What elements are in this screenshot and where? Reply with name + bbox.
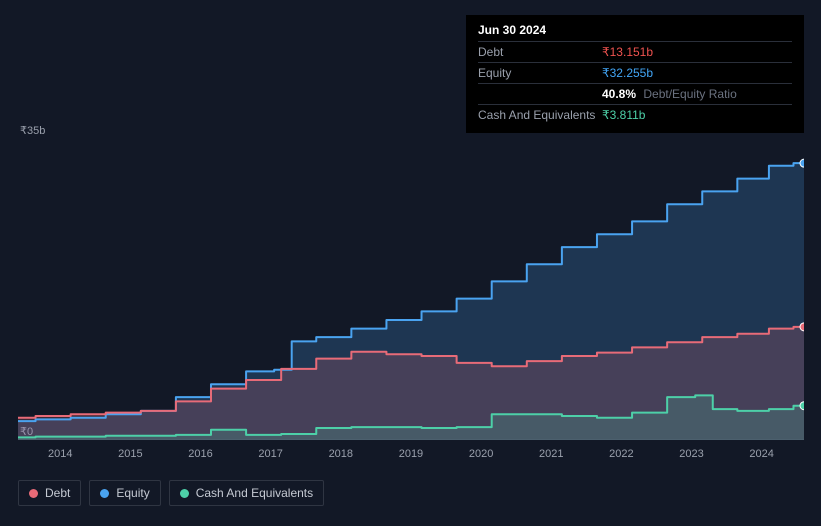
xaxis-tick: 2021	[539, 448, 563, 460]
legend-dot-icon	[100, 489, 109, 498]
tooltip-row-ratio: 40.8% Debt/Equity Ratio	[478, 83, 792, 104]
xaxis-tick: 2018	[329, 448, 353, 460]
legend: Debt Equity Cash And Equivalents	[18, 480, 324, 506]
tooltip-value-cash: ₹3.811b	[602, 108, 645, 122]
xaxis-tick: 2014	[48, 448, 72, 460]
xaxis-tick: 2015	[118, 448, 142, 460]
xaxis-tick: 2017	[258, 448, 282, 460]
legend-dot-icon	[29, 489, 38, 498]
series-end-marker-debt	[800, 323, 804, 331]
xaxis: 2014 2015 2016 2017 2018 2019 2020 2021 2022 2023…	[18, 448, 804, 460]
tooltip-date: Jun 30 2024	[478, 23, 792, 41]
tooltip-row-debt: Debt ₹13.151b	[478, 41, 792, 62]
xaxis-tick: 2016	[188, 448, 212, 460]
xaxis-tick: 2022	[609, 448, 633, 460]
legend-item-cash-and-equivalents[interactable]: Cash And Equivalents	[169, 480, 324, 506]
tooltip-row-cash: Cash And Equivalents ₹3.811b	[478, 104, 792, 125]
legend-label: Cash And Equivalents	[196, 486, 313, 500]
legend-item-debt[interactable]: Debt	[18, 480, 81, 506]
xaxis-tick: 2020	[469, 448, 493, 460]
tooltip-value-ratio-label: Debt/Equity Ratio	[643, 87, 736, 101]
series-end-marker-equity	[800, 159, 804, 167]
legend-label: Equity	[116, 486, 149, 500]
tooltip-label-equity: Equity	[478, 66, 602, 80]
tooltip-value-debt: ₹13.151b	[602, 45, 653, 59]
tooltip-label-cash: Cash And Equivalents	[478, 108, 602, 122]
tooltip-label-ratio	[478, 87, 602, 101]
xaxis-tick: 2023	[679, 448, 703, 460]
xaxis-tick: 2024	[749, 448, 773, 460]
chart-tooltip: Jun 30 2024 Debt ₹13.151b Equity ₹32.255…	[466, 15, 804, 133]
tooltip-value-ratio-pct: 40.8%	[602, 87, 636, 101]
tooltip-row-equity: Equity ₹32.255b	[478, 62, 792, 83]
yaxis-label-top: ₹35b	[20, 124, 45, 137]
xaxis-tick: 2019	[399, 448, 423, 460]
tooltip-label-debt: Debt	[478, 45, 602, 59]
legend-dot-icon	[180, 489, 189, 498]
chart-area[interactable]	[18, 140, 804, 440]
chart-svg	[18, 140, 804, 440]
tooltip-value-equity: ₹32.255b	[602, 66, 653, 80]
series-end-marker-cash	[800, 402, 804, 410]
legend-label: Debt	[45, 486, 70, 500]
legend-item-equity[interactable]: Equity	[89, 480, 160, 506]
